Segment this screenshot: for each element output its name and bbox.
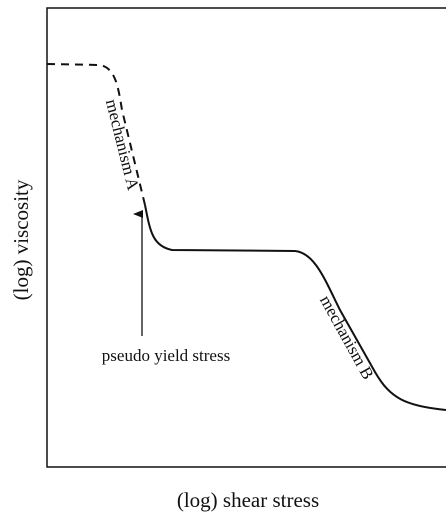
y-axis-label: (log) viscosity (9, 179, 33, 300)
axes-frame (46, 7, 446, 468)
pseudo-yield-label: pseudo yield stress (102, 346, 230, 365)
mechanism-a-label: mechanism A (102, 97, 143, 193)
x-axis-label: (log) shear stress (177, 488, 319, 512)
curve-mechanism-a (46, 63, 146, 206)
mechanism-b-label: mechanism B (316, 292, 378, 383)
curve (144, 204, 446, 411)
